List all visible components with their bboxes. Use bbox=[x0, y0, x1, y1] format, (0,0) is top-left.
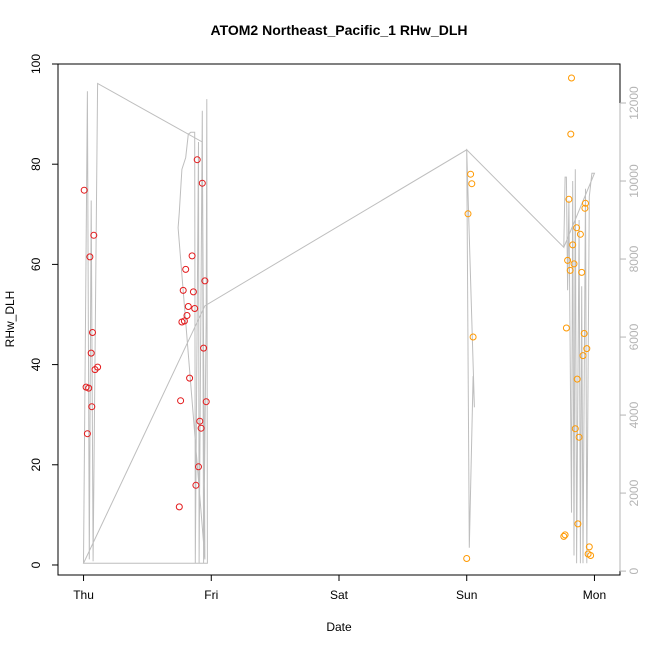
data-point bbox=[468, 180, 476, 188]
data-point bbox=[200, 344, 208, 352]
data-point bbox=[568, 74, 575, 82]
y2-axis: 0 2000 4000 6000 8000 10000 12000 bbox=[619, 86, 641, 574]
y-axis: 0 20 40 60 80 100 bbox=[29, 54, 59, 568]
data-point bbox=[561, 531, 569, 539]
x-tick-label: Thu bbox=[73, 588, 94, 602]
x-tick-label: Sun bbox=[456, 588, 477, 602]
data-point bbox=[83, 430, 91, 438]
y2-tick-label: 6000 bbox=[627, 323, 641, 350]
data-point bbox=[587, 552, 595, 559]
data-point bbox=[87, 349, 95, 357]
data-point bbox=[576, 230, 584, 238]
data-point bbox=[180, 317, 188, 325]
data-point bbox=[193, 156, 201, 164]
data-point bbox=[562, 324, 570, 332]
x-tick-label: Sat bbox=[330, 588, 349, 602]
y-tick-label: 100 bbox=[29, 54, 43, 74]
data-point bbox=[573, 224, 581, 232]
data-point bbox=[90, 231, 98, 239]
data-point bbox=[198, 179, 206, 187]
x-tick-label: Fri bbox=[204, 588, 218, 602]
y-tick-label: 40 bbox=[29, 358, 43, 372]
y-tick-label: 0 bbox=[29, 561, 43, 568]
data-point bbox=[464, 210, 472, 218]
y2-tick-label: 12000 bbox=[627, 86, 641, 120]
x-axis-label: Date bbox=[326, 620, 352, 634]
data-point bbox=[573, 375, 581, 383]
data-point bbox=[566, 266, 574, 274]
data-point bbox=[201, 277, 209, 285]
data-point bbox=[183, 312, 191, 319]
data-point bbox=[579, 352, 587, 360]
data-point bbox=[80, 186, 88, 194]
data-point bbox=[184, 303, 192, 310]
y-axis-label: RHw_DLH bbox=[3, 291, 17, 348]
y-tick-label: 60 bbox=[29, 257, 43, 271]
data-point bbox=[467, 170, 475, 178]
data-point bbox=[89, 329, 96, 336]
data-point bbox=[463, 555, 471, 562]
data-point bbox=[569, 241, 577, 249]
data-point bbox=[189, 288, 197, 296]
data-point bbox=[197, 424, 205, 432]
data-point bbox=[175, 503, 183, 511]
y-tick-label: 20 bbox=[29, 458, 43, 472]
data-point bbox=[565, 195, 573, 203]
y2-tick-label: 4000 bbox=[627, 401, 641, 428]
data-point bbox=[582, 199, 589, 207]
data-point bbox=[567, 130, 575, 138]
data-point bbox=[86, 253, 94, 261]
points-layer bbox=[80, 74, 595, 562]
y-tick-label: 80 bbox=[29, 157, 43, 171]
data-point bbox=[191, 305, 199, 312]
data-point bbox=[88, 403, 96, 411]
data-point bbox=[585, 543, 593, 551]
data-point bbox=[177, 397, 185, 405]
data-point bbox=[580, 330, 588, 337]
data-point bbox=[571, 425, 579, 433]
data-point bbox=[202, 398, 210, 406]
y2-tick-label: 2000 bbox=[627, 479, 641, 506]
data-point bbox=[583, 345, 591, 353]
x-tick-label: Mon bbox=[583, 588, 606, 602]
chart-title: ATOM2 Northeast_Pacific_1 RHw_DLH bbox=[211, 22, 468, 38]
data-point bbox=[469, 333, 477, 341]
data-point bbox=[186, 374, 194, 382]
data-point bbox=[196, 417, 204, 425]
y2-tick-label: 8000 bbox=[627, 245, 641, 272]
data-point bbox=[85, 384, 93, 392]
data-point bbox=[188, 252, 196, 260]
data-point bbox=[574, 520, 582, 528]
y2-tick-label: 10000 bbox=[627, 164, 641, 198]
data-point bbox=[195, 463, 202, 471]
data-point bbox=[581, 204, 589, 212]
data-point bbox=[94, 363, 102, 371]
altitude-line-layer bbox=[82, 82, 596, 564]
plot-area bbox=[57, 63, 621, 576]
data-point bbox=[578, 268, 586, 276]
data-point bbox=[560, 532, 568, 540]
data-point bbox=[570, 260, 578, 268]
data-point bbox=[575, 433, 583, 441]
altitude-line bbox=[82, 82, 596, 564]
data-point bbox=[179, 286, 187, 294]
x-axis: Thu Fri Sat Sun Mon bbox=[73, 574, 606, 602]
data-point bbox=[192, 481, 200, 489]
data-point bbox=[564, 256, 572, 264]
y2-tick-label: 0 bbox=[627, 567, 641, 574]
data-point bbox=[182, 265, 190, 273]
